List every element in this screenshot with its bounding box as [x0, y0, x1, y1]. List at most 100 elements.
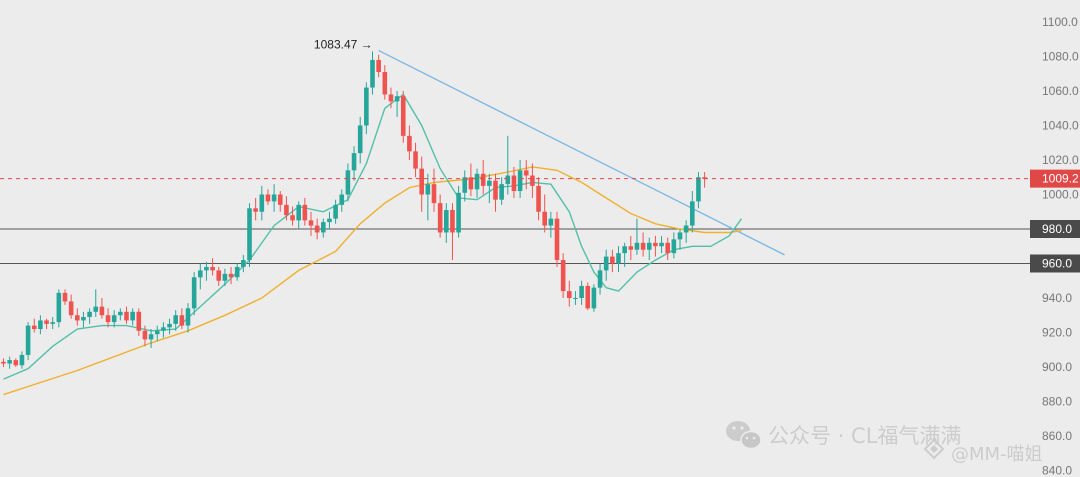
candle-down: [31, 318, 37, 333]
horizontal-levels: [0, 228, 1030, 264]
candle-up: [56, 289, 62, 328]
candle-up: [93, 289, 99, 317]
candle-down: [75, 308, 80, 326]
candle-body: [241, 260, 246, 267]
candle-body: [597, 270, 603, 288]
candle-up: [296, 201, 301, 229]
candle-down: [308, 211, 314, 236]
candle-up: [161, 322, 166, 338]
candle-body: [234, 266, 240, 278]
candle-body: [413, 151, 418, 169]
candle-body: [394, 96, 400, 102]
candle-body: [474, 173, 480, 190]
candle-body: [222, 273, 228, 281]
candle-down: [265, 189, 271, 205]
candle-body: [7, 360, 12, 364]
candle-body: [487, 180, 492, 186]
current-price-badge: 1009.2: [1042, 172, 1079, 186]
candle-up: [462, 170, 468, 202]
candle-up: [474, 168, 480, 198]
candle-down: [105, 308, 111, 328]
candle-down: [216, 266, 222, 286]
candle-body: [653, 242, 658, 247]
candle-body: [277, 194, 283, 205]
candle-body: [265, 194, 271, 202]
watermark-author: @MM-喵姐: [951, 444, 1043, 465]
candle-down: [554, 211, 560, 267]
candle-body: [364, 87, 369, 126]
candle-body: [216, 270, 222, 281]
candle-body: [345, 170, 351, 195]
candle-down: [314, 218, 320, 240]
candle-down: [413, 142, 418, 178]
candle-up: [597, 263, 603, 295]
candle-down: [284, 196, 289, 221]
candle-body: [407, 135, 412, 152]
candle-up: [333, 199, 338, 224]
candle-body: [38, 320, 43, 330]
candle-body: [247, 208, 252, 261]
candle-up: [370, 51, 375, 95]
candle-body: [290, 215, 295, 221]
candle-up: [696, 172, 701, 209]
candle-down: [530, 163, 535, 198]
candle-body: [431, 184, 437, 204]
candle-body: [314, 225, 320, 233]
candle-body: [259, 194, 265, 212]
candle-up: [19, 351, 25, 369]
candle-down: [560, 253, 566, 298]
candle-up: [634, 218, 640, 255]
candle-body: [154, 330, 160, 335]
candle-up: [505, 135, 511, 195]
candle-up: [173, 310, 178, 331]
high-annotation: 1083.47 →: [314, 38, 373, 52]
candle-body: [628, 246, 634, 250]
candle-body: [204, 266, 209, 271]
candle-down: [253, 197, 258, 221]
candle-down: [419, 156, 424, 212]
candle-body: [81, 316, 86, 321]
candle-up: [118, 308, 123, 321]
candle-body: [179, 315, 185, 326]
candle-body: [665, 242, 670, 254]
candle-up: [222, 268, 228, 286]
y-tick-label: 1080.0: [1042, 50, 1079, 64]
candle-body: [302, 204, 308, 221]
candle-body: [511, 175, 517, 192]
candle-down: [665, 237, 670, 261]
candle-down: [382, 65, 388, 100]
y-tick-label: 920.0: [1042, 326, 1072, 340]
candle-body: [210, 266, 215, 271]
candle-body: [690, 201, 695, 226]
candle-body: [542, 211, 547, 226]
candle-up: [591, 284, 597, 312]
candle-body: [634, 242, 640, 250]
candle-body: [253, 208, 258, 212]
candle-down: [450, 203, 455, 261]
y-tick-label: 1020.0: [1042, 153, 1079, 167]
candle-up: [499, 177, 504, 205]
candle-up: [444, 203, 449, 243]
candle-up: [204, 261, 209, 281]
candle-up: [81, 311, 86, 328]
candle-up: [111, 310, 117, 328]
candle-body: [1, 361, 6, 364]
candle-body: [376, 59, 381, 73]
candle-up: [271, 184, 277, 212]
candle-body: [296, 204, 301, 221]
candle-down: [400, 91, 406, 143]
candle-body: [111, 315, 117, 323]
candle-up: [394, 91, 400, 117]
candle-up: [154, 325, 160, 342]
candle-down: [179, 308, 185, 330]
candle-body: [640, 242, 646, 250]
y-tick-label: 900.0: [1042, 360, 1072, 374]
level-badge-bg: [1030, 254, 1080, 273]
candle-down: [407, 125, 412, 160]
candle-up: [130, 308, 135, 326]
candle-body: [271, 194, 277, 202]
candle-up: [191, 272, 197, 316]
candle-body: [616, 253, 621, 264]
candle-body: [130, 311, 135, 321]
